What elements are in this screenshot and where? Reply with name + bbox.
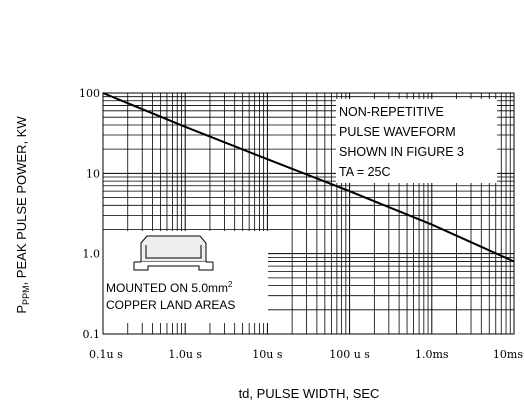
x-tick-label: 1.0u s [168,348,202,361]
x-tick-label: 10ms [493,348,523,361]
y-tick-label: 10 [86,167,100,180]
smd-package-icon [133,235,214,271]
y-axis-title: PPPM, PEAK PULSE POWER, KW [14,116,31,314]
waveform-note-line-4: TA = 25C [339,165,391,179]
x-tick-labels: 0.1u s 1.0u s 10u s 100 u s 1.0ms 10ms [89,348,523,361]
waveform-note-line-3: SHOWN IN FIGURE 3 [339,145,464,159]
waveform-note-line-2: PULSE WAVEFORM [339,125,456,139]
y-tick-label: 0.1 [83,328,101,341]
x-tick-label: 0.1u s [89,348,123,361]
x-tick-label: 10u s [252,348,283,361]
plot-frame [102,92,515,335]
x-tick-label: 1.0ms [415,348,449,361]
waveform-note-box [336,99,497,183]
x-axis-title: td, PULSE WIDTH, SEC [239,386,380,401]
y-tick-labels: 100 10 1.0 0.1 [79,87,100,341]
y-tick-label: 100 [79,87,100,100]
mounting-note-line-2: COPPER LAND AREAS [106,298,235,312]
series-line-peak-power [102,92,515,263]
waveform-note-line-1: NON-REPETITIVE [339,105,444,119]
grid [103,93,514,334]
y-tick-label: 1.0 [83,248,101,261]
mounting-note-line-1: MOUNTED ON 5.0mm2 [106,280,233,295]
x-tick-label: 100 u s [329,348,370,361]
